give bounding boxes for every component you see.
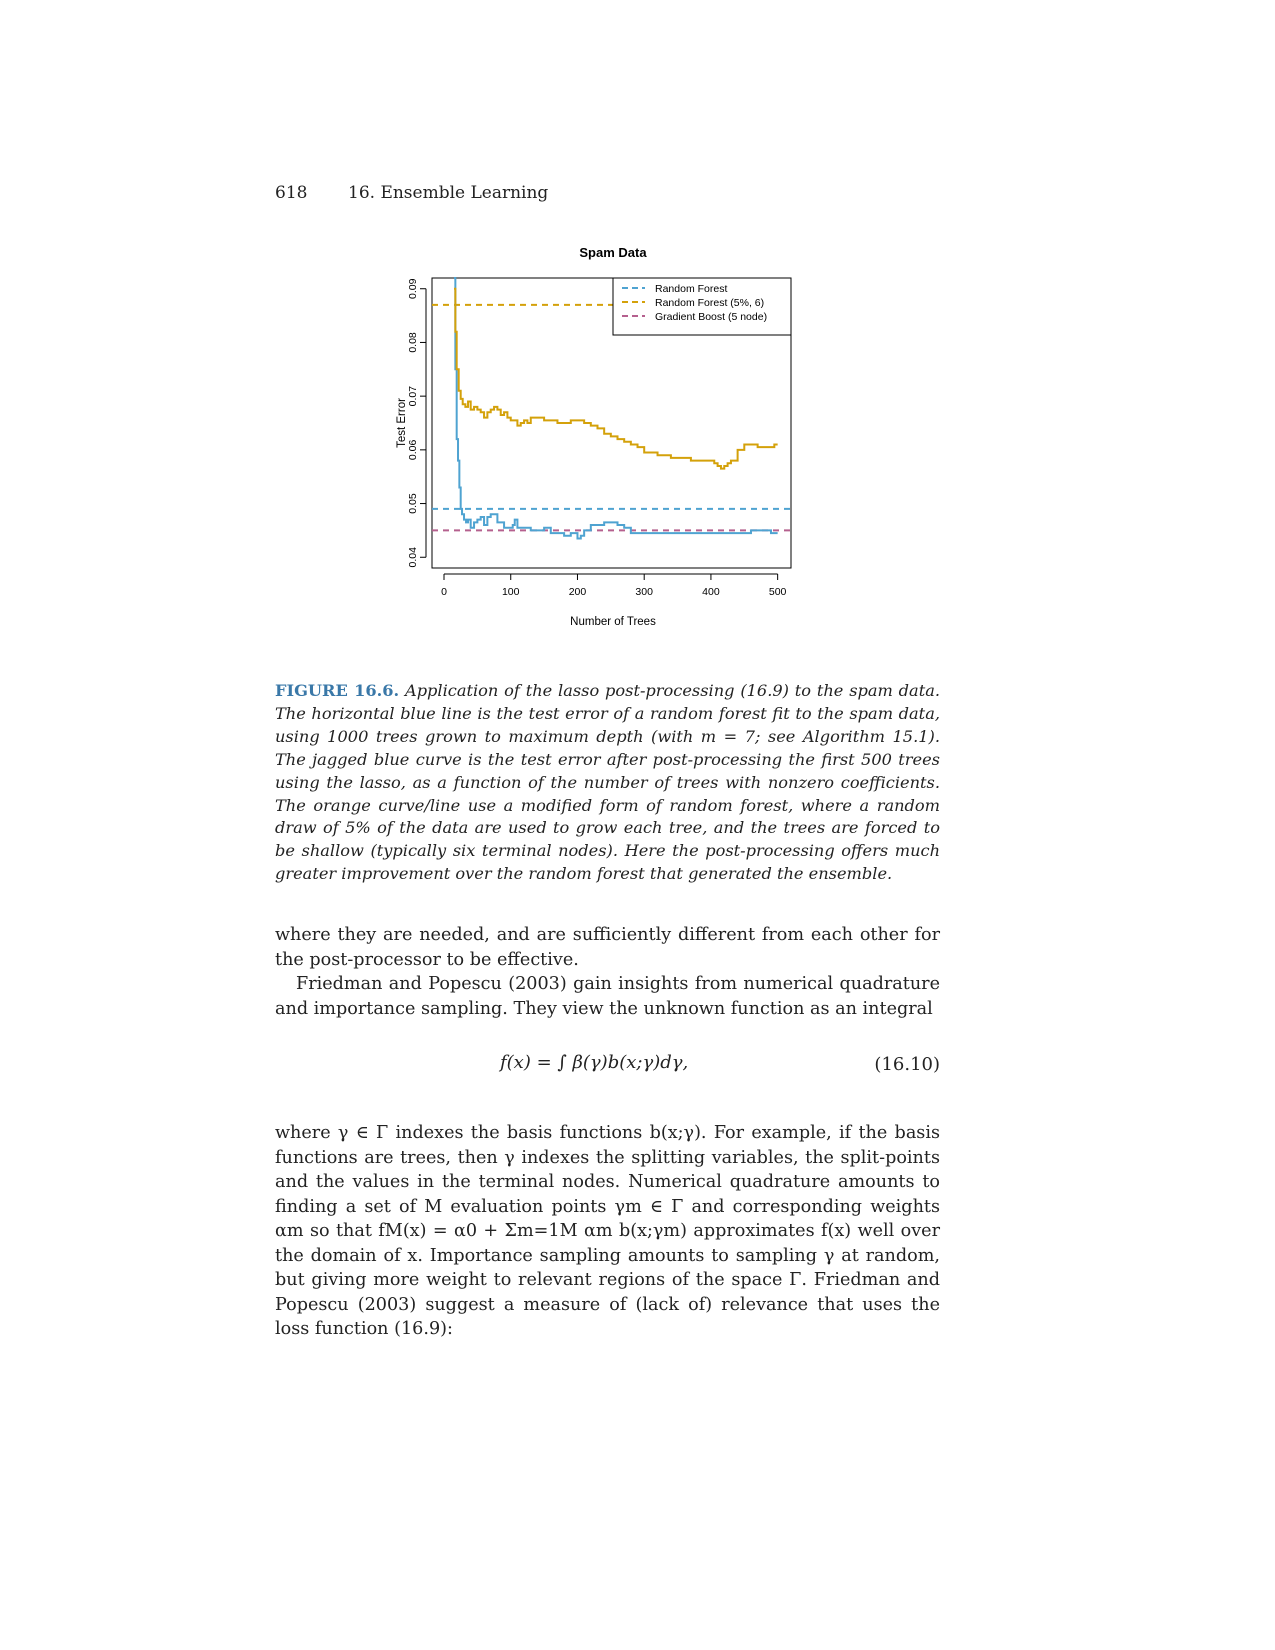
paragraph-2: Friedman and Popescu (2003) gain insight… [275, 974, 940, 1019]
x-tick-label: 200 [569, 586, 587, 598]
page-header: 618 16. Ensemble Learning [275, 183, 940, 207]
series-curve-1 [454, 277, 778, 540]
spam-data-chart: Spam Data 0 100 200 300 400 500 0.04 0.05 0.06 0… [396, 245, 792, 628]
plot-frame [431, 277, 792, 569]
legend-label: Gradient Boost (5 node) [655, 311, 767, 323]
x-tick-label: 500 [769, 586, 787, 598]
chapter-title: 16. Ensemble Learning [348, 183, 549, 203]
y-tick-label: 0.07 [407, 386, 419, 407]
y-tick-label: 0.08 [407, 332, 419, 353]
page-number: 618 [275, 183, 308, 203]
series-curve-2 [454, 287, 778, 470]
figure-caption: FIGURE 16.6. Application of the lasso po… [275, 680, 940, 886]
y-tick-label: 0.06 [407, 439, 419, 460]
y-axis-label: Test Error [396, 398, 408, 448]
y-tick-label: 0.05 [407, 493, 419, 514]
equation-formula: f(x) = ∫ β(γ)b(x;γ)dγ, [500, 1052, 689, 1073]
legend-label: Random Forest [655, 283, 727, 295]
x-tick-label: 100 [502, 586, 520, 598]
y-tick-label: 0.04 [407, 547, 419, 568]
equation-16-10: f(x) = ∫ β(γ)b(x;γ)dγ, (16.10) [275, 1040, 940, 1100]
paragraph-3: where γ ∈ Γ indexes the basis functions … [275, 1123, 940, 1339]
chart-legend: Random Forest Random Forest (5%, 6) Gradie… [612, 277, 792, 336]
legend-label: Random Forest (5%, 6) [655, 297, 764, 309]
chart-title: Spam Data [579, 245, 647, 260]
figure-label: FIGURE 16.6. [275, 681, 400, 700]
x-tick-label: 0 [441, 586, 447, 598]
x-tick-label: 300 [635, 586, 653, 598]
equation-number: (16.10) [874, 1054, 940, 1075]
x-tick-label: 400 [702, 586, 720, 598]
caption-text: Application of the lasso post-processing… [275, 681, 940, 884]
y-tick-label: 0.09 [407, 278, 419, 299]
paragraph-1: where they are needed, and are sufficien… [275, 925, 940, 970]
x-axis-label: Number of Trees [570, 616, 656, 628]
